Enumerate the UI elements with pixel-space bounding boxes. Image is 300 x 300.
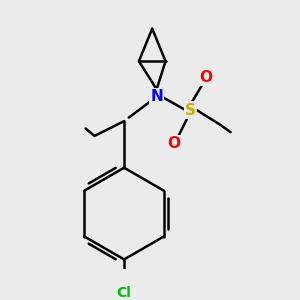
Text: O: O	[167, 136, 180, 151]
Text: S: S	[185, 103, 196, 118]
Text: O: O	[199, 70, 212, 85]
Text: Cl: Cl	[117, 286, 132, 300]
Text: N: N	[150, 89, 163, 104]
